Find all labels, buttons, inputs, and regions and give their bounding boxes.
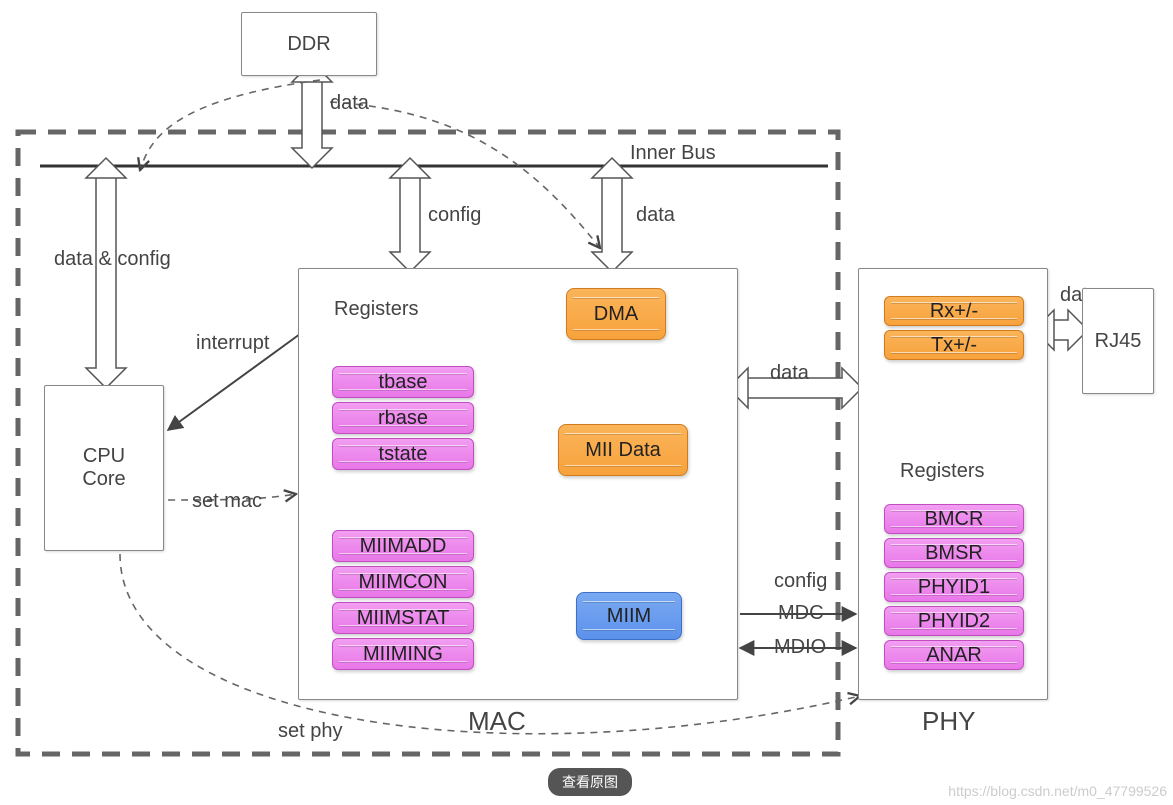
view-original-button[interactable]: 查看原图 <box>548 768 632 796</box>
label-cpu-bus: data & config <box>54 248 171 271</box>
label-mdio: MDIO <box>774 636 826 659</box>
chip-rx: Rx+/- <box>884 296 1024 326</box>
diagram-canvas: Inner Bus data data & config config data… <box>0 0 1173 805</box>
label-inner-bus: Inner Bus <box>630 142 716 165</box>
chip-miimadd: MIIMADD <box>332 530 474 562</box>
watermark-text: https://blog.csdn.net/m0_47799526 <box>948 783 1167 799</box>
title-phy: PHY <box>922 706 975 737</box>
label-interrupt: interrupt <box>196 332 269 355</box>
chip-miim: MIIM <box>576 592 682 640</box>
label-mac-phy-data: data <box>770 362 809 385</box>
chip-tstate: tstate <box>332 438 474 470</box>
chip-bmsr: BMSR <box>884 538 1024 568</box>
box-ddr: DDR <box>241 12 377 76</box>
box-rj45: RJ45 <box>1082 288 1154 394</box>
arrow-bus-mac-data <box>592 158 632 272</box>
chip-miimstat: MIIMSTAT <box>332 602 474 634</box>
arrow-bus-mac-config <box>390 158 430 272</box>
label-mac-config: config <box>428 204 481 227</box>
label-ddr-data: data <box>330 92 369 115</box>
chip-dma: DMA <box>566 288 666 340</box>
chip-rbase: rbase <box>332 402 474 434</box>
arrow-ddr-bus <box>292 62 332 168</box>
title-mac: MAC <box>468 706 526 737</box>
label-mac-registers: Registers <box>334 298 418 321</box>
label-set-mac: set mac <box>192 490 262 513</box>
arrow-cpu-bus <box>86 158 126 388</box>
chip-tx: Tx+/- <box>884 330 1024 360</box>
box-cpu-core: CPU Core <box>44 385 164 551</box>
chip-miiming: MIIMING <box>332 638 474 670</box>
chip-phyid2: PHYID2 <box>884 606 1024 636</box>
label-phy-registers: Registers <box>900 460 984 483</box>
dash-ddr-left <box>140 80 320 170</box>
chip-phyid1: PHYID1 <box>884 572 1024 602</box>
label-mac-data: data <box>636 204 675 227</box>
chip-tbase: tbase <box>332 366 474 398</box>
chip-bmcr: BMCR <box>884 504 1024 534</box>
label-mac-phy-config: config <box>774 570 827 593</box>
chip-anar: ANAR <box>884 640 1024 670</box>
chip-mii-data: MII Data <box>558 424 688 476</box>
label-set-phy: set phy <box>278 720 342 743</box>
label-mdc: MDC <box>778 602 824 625</box>
chip-miimcon: MIIMCON <box>332 566 474 598</box>
